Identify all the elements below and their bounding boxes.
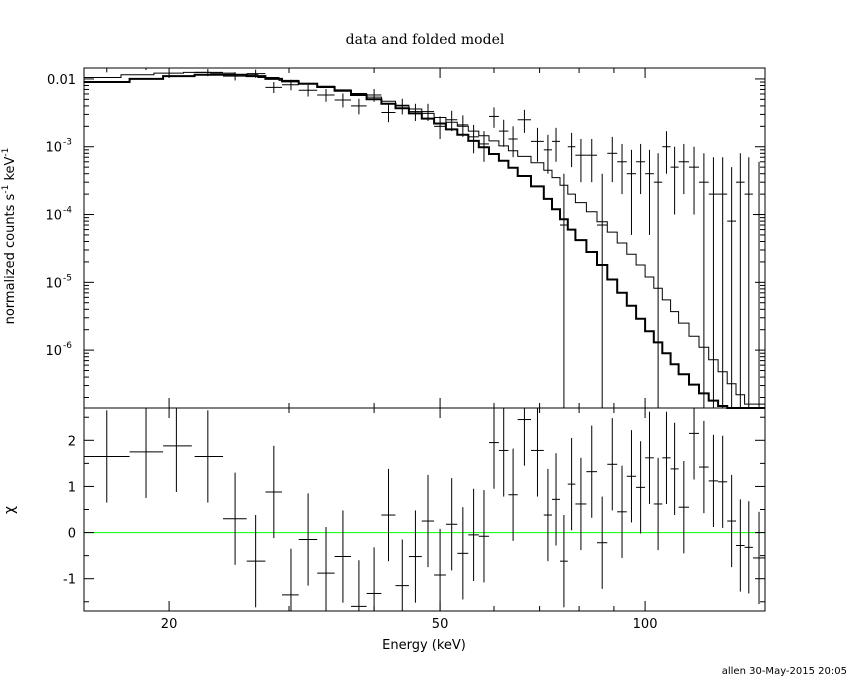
lower-ticks: 20 50 100 -1 0 1 2 — [63, 408, 765, 632]
chart-title: data and folded model — [346, 32, 505, 48]
y-tick-label-upper: 10 — [45, 276, 62, 291]
y-tick-label-lower: 2 — [68, 434, 76, 449]
y-tick-label-exponent: -6 — [63, 341, 72, 351]
model-step-line-secondary — [84, 71, 765, 405]
y-tick-label-exponent: -5 — [63, 273, 72, 283]
residual-points — [84, 408, 765, 611]
y-tick-label-exponent: -4 — [63, 206, 72, 216]
model-curve-secondary — [84, 71, 765, 405]
footer-stamp: allen 30-May-2015 20:05 — [721, 666, 847, 677]
upper-x-ticks — [168, 68, 646, 408]
y-tick-label-lower: 0 — [68, 527, 76, 542]
y-tick-label-lower: 1 — [68, 480, 76, 495]
y-axis-label-upper: normalized counts s-1 keV-1 — [1, 148, 18, 325]
y-tick-label-upper: 10 — [45, 141, 62, 156]
y-tick-label-upper: 0.01 — [47, 73, 76, 88]
x-tick-label: 50 — [432, 617, 449, 632]
x-axis-label: Energy (keV) — [382, 638, 466, 653]
model-curve — [84, 73, 765, 409]
y-tick-label-lower: -1 — [63, 573, 76, 588]
data-points — [84, 67, 765, 408]
y-axis-label-lower: χ — [2, 506, 18, 514]
lower-panel: 20 50 100 -1 0 1 2 χ Energy (keV) — [2, 407, 766, 653]
x-tick-label: 20 — [161, 617, 178, 632]
y-tick-label-upper: 10 — [45, 209, 62, 224]
lower-plot-frame — [83, 407, 766, 612]
y-tick-label-upper: 10 — [45, 344, 62, 359]
model-step-line — [84, 73, 765, 409]
x-tick-label: 100 — [633, 617, 658, 632]
y-tick-label-exponent: -3 — [63, 138, 72, 148]
